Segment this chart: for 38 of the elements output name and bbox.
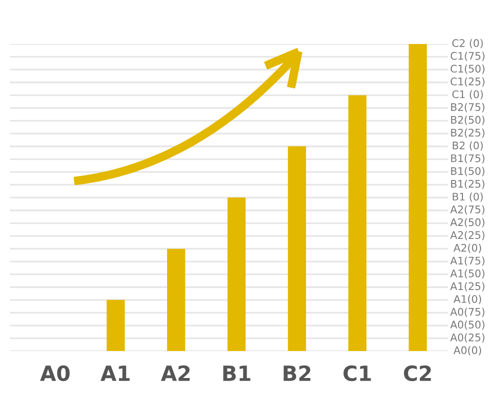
text: B2(75)	[451, 102, 484, 112]
text: A0(25)	[450, 333, 484, 343]
text: B1(75)	[451, 154, 484, 164]
x-tick-label: C1	[344, 365, 371, 382]
x-tick-label: A1	[100, 366, 130, 381]
x-tick-label: B2	[284, 365, 310, 381]
text: A0(50)	[450, 320, 484, 330]
bar	[227, 198, 246, 352]
bar	[288, 146, 306, 352]
text: B2 (0)	[452, 141, 483, 151]
text: C2 (0)	[452, 38, 483, 48]
text: C1(50)	[450, 64, 484, 74]
text: A1(25)	[450, 282, 484, 292]
text: C1(75)	[450, 52, 484, 62]
text: A1(75)	[450, 256, 484, 266]
bar	[408, 44, 427, 352]
text: B1(25)	[451, 180, 484, 190]
text: A2(75)	[450, 205, 484, 215]
text: A2(50)	[450, 218, 484, 228]
x-tick-label: A0	[40, 365, 70, 382]
x-tick-label: C2	[404, 365, 431, 382]
text: A0(75)	[450, 308, 484, 317]
text: A1(0)	[454, 294, 482, 304]
text: C1(25)	[450, 77, 484, 87]
text: A2(25)	[450, 230, 484, 240]
bar	[167, 248, 186, 352]
text: A1(50)	[450, 269, 484, 279]
x-tick-label: B1	[223, 366, 250, 381]
bar	[348, 95, 366, 352]
bar	[106, 300, 125, 352]
text: B2(50)	[451, 116, 484, 126]
text: A2(0)	[454, 244, 482, 253]
text: C1 (0)	[452, 90, 483, 100]
text: B2(25)	[451, 128, 484, 138]
text: B1 (0)	[452, 192, 483, 202]
text: A0(0)	[454, 346, 482, 356]
x-tick-label: A2	[160, 365, 190, 381]
text: B1(50)	[451, 166, 484, 176]
